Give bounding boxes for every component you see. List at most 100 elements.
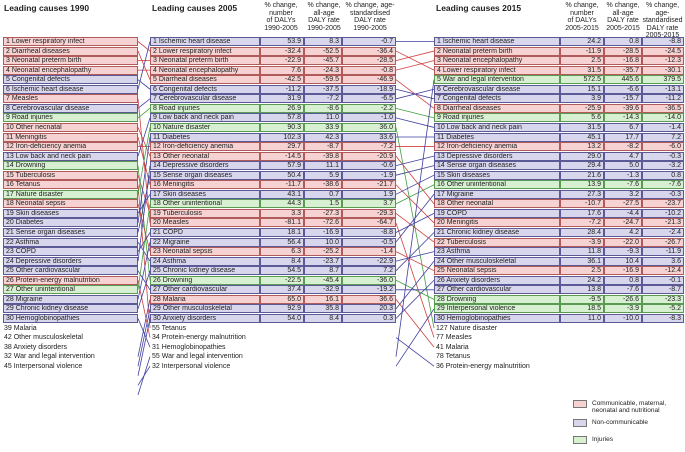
cause-2015-row: 11 Diabetes — [434, 132, 560, 142]
rank-connector — [137, 318, 151, 376]
rank-connector — [395, 279, 435, 319]
value-2015-cell: -9.3 — [604, 247, 642, 257]
value-2005-cell: 7.6 — [260, 65, 304, 75]
rank-connector — [395, 194, 435, 243]
value-2005-cell: 35.8 — [304, 304, 342, 314]
value-2005-cell: 18.1 — [260, 228, 304, 237]
value-2015-cell: 5.0 — [604, 161, 642, 171]
value-2005-cell: -45.4 — [304, 275, 342, 285]
value-2005-cell: -64.7 — [342, 218, 396, 228]
value-2005-cell: -38.6 — [304, 180, 342, 190]
cause-2015-extra: 78 Tetanus — [436, 353, 471, 361]
rank-connector — [395, 251, 435, 262]
rank-connector — [395, 165, 435, 176]
rank-connector — [395, 107, 435, 119]
rank-connector — [395, 299, 435, 348]
value-2005-cell: 92.9 — [260, 304, 304, 314]
value-2015-cell: 31.5 — [560, 122, 604, 132]
value-2005-cell: 42.3 — [304, 132, 342, 142]
cause-1990-row: 14 Drowning — [3, 161, 138, 171]
cause-1990-extra: 39 Malaria — [4, 324, 37, 332]
cause-2015-row: 4 Lower respiratory infect — [434, 65, 560, 75]
value-2005-cell: -20.9 — [342, 151, 396, 161]
cause-2005-row: 24 Asthma — [150, 256, 260, 266]
header-2005: Leading causes 2005 — [152, 3, 238, 13]
cause-2015-row: 3 Neonatal encephalopathy — [434, 56, 560, 66]
cause-1990-row: 29 Chronic kidney disease — [3, 304, 138, 314]
value-2015-cell: -8.8 — [642, 37, 684, 46]
value-2005-cell: -42.5 — [260, 75, 304, 85]
value-2005-cell: -14.5 — [260, 151, 304, 161]
value-2015-cell: 13.9 — [560, 180, 604, 190]
value-2015-cell: 5.6 — [560, 113, 604, 123]
cause-2015-row: 30 Hemoglobinopathies — [434, 313, 560, 323]
value-2015-cell: 15.1 — [560, 84, 604, 94]
value-2005-cell: 57.8 — [260, 113, 304, 123]
value-2005-cell: -1.9 — [342, 170, 396, 180]
value-2015-cell: 445.6 — [604, 75, 642, 85]
value-2005-cell: -72.6 — [304, 218, 342, 228]
value-2005-cell: -32.4 — [260, 46, 304, 56]
value-2015-cell: -36.5 — [642, 103, 684, 113]
rank-connector — [137, 41, 151, 90]
value-2005-cell: 16.1 — [304, 294, 342, 304]
rank-connector — [395, 174, 435, 195]
rank-connector — [395, 222, 435, 338]
value-2005-cell: 43.1 — [260, 189, 304, 199]
cause-2015-row: 17 Migraine — [434, 189, 560, 199]
cause-2005-row: 17 Skin diseases — [150, 189, 260, 199]
cause-2005-row: 20 Measles — [150, 218, 260, 228]
cause-1990-row: 1 Lower respiratory infect — [3, 37, 138, 46]
cause-1990-row: 4 Neonatal encephalopathy — [3, 65, 138, 75]
cause-2015-row: 28 Drowning — [434, 294, 560, 304]
header-agestd-1990-2005: % change, age- standardised DALY rate 19… — [345, 2, 395, 32]
rank-connector — [137, 98, 151, 109]
value-2005-cell: 57.9 — [260, 161, 304, 171]
value-2015-cell: -0.3 — [642, 151, 684, 161]
value-2015-cell: -7.2 — [560, 218, 604, 228]
value-2015-cell: 28.4 — [560, 228, 604, 237]
value-2015-cell: -11.2 — [642, 94, 684, 104]
value-2015-cell: -28.5 — [604, 46, 642, 56]
value-2005-cell: 56.4 — [260, 237, 304, 247]
rank-connector — [137, 108, 151, 119]
value-2005-cell: -0.7 — [342, 37, 396, 46]
legend-swatch-cmnn — [573, 400, 587, 408]
cause-2005-row: 2 Lower respiratory infect — [150, 46, 260, 56]
cause-2015-row: 9 Road injuries — [434, 113, 560, 123]
value-2015-cell: -12.4 — [642, 266, 684, 276]
cause-1990-row: 23 COPD — [3, 247, 138, 257]
cause-1990-row: 21 Sense organ diseases — [3, 228, 138, 237]
cause-2015-row: 6 Cerebrovascular disease — [434, 84, 560, 94]
value-2015-cell: -5.2 — [642, 304, 684, 314]
value-2005-cell: -11.7 — [260, 180, 304, 190]
rank-connector — [395, 79, 435, 109]
value-2015-cell: -15.7 — [604, 94, 642, 104]
cause-2005-row: 4 Neonatal encephalopathy — [150, 65, 260, 75]
value-2005-cell: 0.3 — [342, 313, 396, 323]
value-2005-cell: 65.0 — [260, 294, 304, 304]
value-2015-cell: -1.4 — [642, 122, 684, 132]
cause-2005-extra: 34 Protein-energy malnutrition — [152, 334, 246, 342]
value-2015-cell: 27.3 — [560, 189, 604, 199]
value-2015-cell: -12.3 — [642, 56, 684, 66]
rank-connector — [395, 213, 435, 243]
cause-2015-row: 10 Low back and neck pain — [434, 122, 560, 132]
value-2005-cell: 7.2 — [342, 266, 396, 276]
cause-2015-row: 1 Ischemic heart disease — [434, 37, 560, 46]
value-2015-cell: 18.5 — [560, 304, 604, 314]
rank-connector — [137, 136, 151, 185]
value-2005-cell: -39.8 — [304, 151, 342, 161]
rank-connector — [137, 270, 151, 291]
rank-connector — [137, 241, 151, 262]
value-2015-cell: -23.7 — [642, 199, 684, 209]
value-2005-cell: -8.6 — [304, 103, 342, 113]
value-2015-cell: 3.6 — [642, 256, 684, 266]
value-2005-cell: -46.9 — [342, 75, 396, 85]
value-2015-cell: 7.2 — [642, 132, 684, 142]
cause-2015-extra: 36 Protein-energy malnutrition — [436, 362, 530, 370]
rank-connector — [395, 260, 435, 310]
value-2015-cell: 0.8 — [604, 37, 642, 46]
rank-connector — [137, 127, 151, 157]
cause-1990-row: 17 Nature disaster — [3, 189, 138, 199]
